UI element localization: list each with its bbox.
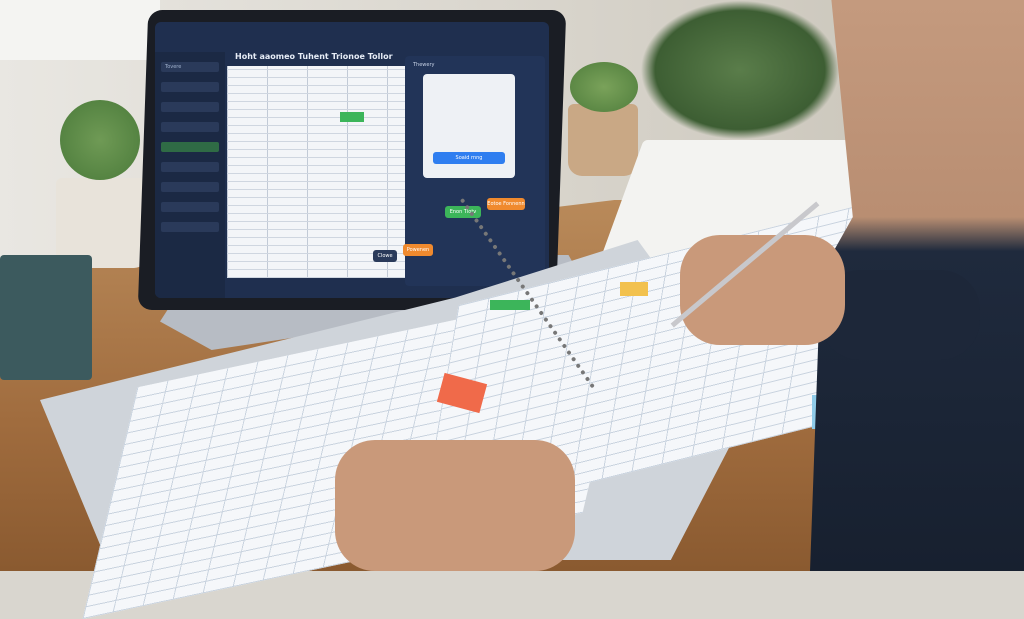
books-left: [0, 255, 92, 380]
sidebar-item[interactable]: [161, 222, 219, 232]
page-title: Hoht aaomeo Tuhent Trionoe Tollor: [235, 52, 393, 61]
planner-highlight: [490, 300, 530, 310]
dialog-card: Soaid rnng: [423, 74, 515, 178]
sidebar: Tovere: [155, 52, 225, 298]
sidebar-back[interactable]: Tovere: [161, 62, 219, 72]
plant-pot-right: [568, 104, 638, 176]
panel-title: Thewery: [413, 62, 435, 68]
action-button[interactable]: Powenen: [403, 244, 433, 256]
sidebar-item[interactable]: [161, 202, 219, 212]
sidebar-item[interactable]: [161, 82, 219, 92]
spreadsheet[interactable]: [227, 66, 432, 278]
background-plant: [640, 0, 840, 140]
sidebar-item[interactable]: [161, 162, 219, 172]
green-button[interactable]: Enon Tlotv: [445, 206, 481, 218]
laptop-screen: Tovere Hoht aaomeo Tuhent Trionoe Tollor…: [155, 22, 549, 298]
arm: [820, 270, 980, 360]
planner-highlight: [620, 282, 648, 296]
close-button[interactable]: Clowe: [373, 250, 397, 262]
primary-button[interactable]: Soaid rnng: [433, 152, 505, 164]
plant-left: [60, 100, 140, 180]
sidebar-item-active[interactable]: [161, 142, 219, 152]
sidebar-item[interactable]: [161, 102, 219, 112]
orange-button[interactable]: Eotoe Fonnenn: [487, 198, 525, 210]
plant-right: [570, 62, 638, 112]
hand-left: [335, 440, 575, 571]
sidebar-item[interactable]: [161, 182, 219, 192]
sidebar-item[interactable]: [161, 122, 219, 132]
plant-pot-left: [56, 178, 148, 268]
highlight-cell[interactable]: [340, 112, 364, 122]
window: [0, 0, 160, 60]
hand-writing: [680, 235, 845, 345]
